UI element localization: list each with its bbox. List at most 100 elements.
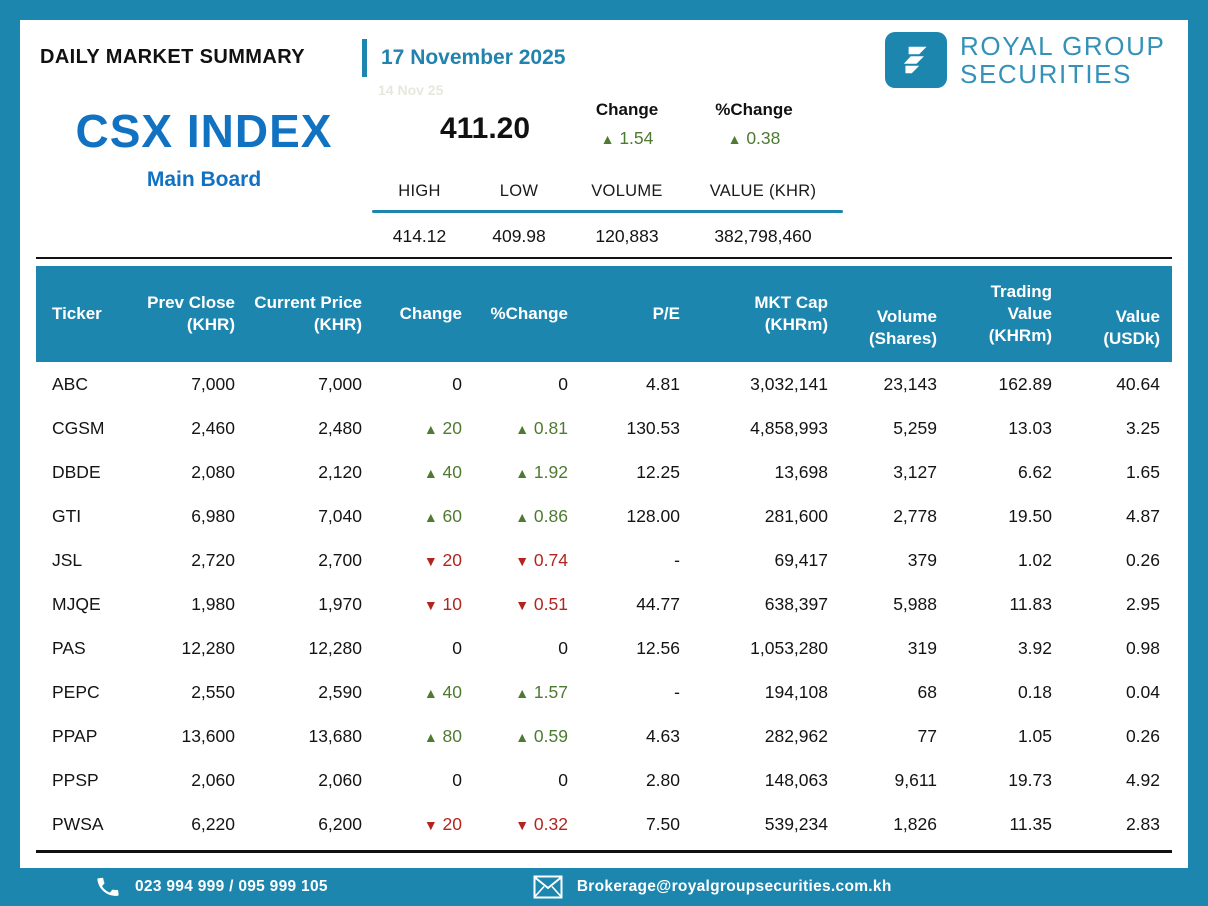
cell-prev_close: 2,720 — [191, 549, 235, 570]
cell-prev_close: 2,060 — [191, 769, 235, 790]
brand-name: ROYAL GROUP SECURITIES — [960, 32, 1165, 88]
cell-change: 0 — [452, 769, 462, 790]
cell-pct_change-number: 1.57 — [529, 681, 568, 702]
table-row: GTI 6,980 7,040 ▲ 60 ▲ 0.86 128.00 281,600 2,77… — [36, 494, 1172, 538]
cell-ticker: MJQE — [52, 593, 101, 614]
cell-change: ▼ 20 — [374, 538, 474, 582]
cell-pct_change-number: 0.86 — [529, 505, 568, 526]
cell-current_price: 6,200 — [318, 813, 362, 834]
cell-volume: 1,826 — [893, 813, 937, 834]
cell-trading_value: 3.92 — [1017, 637, 1052, 658]
index-name: CSX INDEX — [75, 105, 333, 157]
brand-logo-icon — [885, 32, 947, 88]
footer-email-text: Brokerage@royalgroupsecurities.com.kh — [576, 878, 892, 895]
cell-ticker: PPSP — [52, 769, 99, 790]
index-change-number: 1.54 — [619, 128, 654, 148]
header-prev_close: Prev Close (KHR) — [122, 266, 247, 362]
cell-change: ▼ 20 — [374, 802, 474, 846]
cell-prev_close: 6,980 — [191, 505, 235, 526]
cell-prev_close: 1,980 — [191, 593, 235, 614]
cell-current_price: 13,680 — [308, 725, 362, 746]
table-top-divider — [36, 257, 1172, 259]
cell-pe: 7.50 — [645, 813, 680, 834]
cell-change-number: 20 — [437, 813, 462, 834]
page-title: DAILY MARKET SUMMARY — [40, 46, 306, 68]
cell-ticker: PPAP — [52, 725, 98, 746]
header-current_price: Current Price (KHR) — [247, 266, 374, 362]
cell-value_usdk: 4.87 — [1125, 505, 1160, 526]
table-row: PAS 12,280 12,280 0 0 12.56 1,053,280 319 3.92 0.… — [36, 626, 1172, 670]
date-accent-bar — [362, 39, 367, 77]
cell-pct_change: ▲ 0.86 — [474, 494, 580, 538]
cell-prev_close: 13,600 — [181, 725, 235, 746]
cell-pct_change-number: 0.51 — [529, 593, 568, 614]
cell-prev_close: 2,460 — [191, 417, 235, 438]
cell-volume: 68 — [917, 681, 937, 702]
up-triangle-icon: ▲ — [423, 420, 438, 437]
cell-change: 0 — [452, 637, 462, 658]
table-row: CGSM 2,460 2,480 ▲ 20 ▲ 0.81 130.53 4,858,993 5… — [36, 406, 1172, 450]
up-triangle-icon: ▲ — [600, 131, 615, 147]
header-ticker: Ticker — [36, 266, 122, 362]
cell-current_price: 2,060 — [318, 769, 362, 790]
cell-change: ▲ 80 — [374, 714, 474, 758]
cell-mkt_cap: 13,698 — [774, 461, 828, 482]
cell-change-number: 40 — [437, 461, 462, 482]
cell-current_price: 2,590 — [318, 681, 362, 702]
cell-change-number: 60 — [437, 505, 462, 526]
cell-change: 0 — [452, 373, 462, 394]
cell-mkt_cap: 69,417 — [774, 549, 828, 570]
cell-change-number: 40 — [437, 681, 462, 702]
table-row: PWSA 6,220 6,200 ▼ 20 ▼ 0.32 7.50 539,234 1,826… — [36, 802, 1172, 846]
brand-name-line2: SECURITIES — [960, 59, 1133, 89]
envelope-icon — [533, 875, 563, 899]
cell-prev_close: 6,220 — [191, 813, 235, 834]
cell-current_price: 12,280 — [308, 637, 362, 658]
cell-trading_value: 11.35 — [1009, 813, 1053, 834]
cell-change: ▲ 20 — [374, 406, 474, 450]
table-body: ABC 7,000 7,000 0 0 4.81 3,032,141 23,143 162.89… — [36, 362, 1172, 846]
cell-volume: 3,127 — [893, 461, 937, 482]
table-row: PPSP 2,060 2,060 0 0 2.80 148,063 9,611 19.73 4.9… — [36, 758, 1172, 802]
brand-logo: ROYAL GROUP SECURITIES — [885, 32, 1165, 88]
index-pct-change-number: 0.38 — [746, 128, 781, 148]
stat-value-high: 414.12 — [392, 226, 447, 246]
cell-trading_value: 19.73 — [1008, 769, 1052, 790]
cell-pct_change-number: 0.74 — [529, 549, 568, 570]
cell-pct_change: ▲ 0.59 — [474, 714, 580, 758]
index-stats: HIGH LOW VOLUME VALUE (KHR) 414.12 409.9… — [372, 182, 843, 247]
prior-date-watermark: 14 Nov 25 — [378, 82, 444, 98]
cell-trading_value: 162.89 — [998, 373, 1052, 394]
up-triangle-icon: ▲ — [515, 684, 530, 701]
cell-value_usdk: 0.98 — [1125, 637, 1160, 658]
cell-current_price: 2,120 — [318, 461, 362, 482]
cell-mkt_cap: 282,962 — [764, 725, 828, 746]
header-value_usdk: Value (USDk) — [1064, 266, 1172, 362]
cell-value_usdk: 0.26 — [1125, 725, 1160, 746]
cell-volume: 23,143 — [883, 373, 937, 394]
index-change-value: ▲ 1.54 — [565, 128, 689, 149]
cell-prev_close: 2,550 — [191, 681, 235, 702]
header-pe: P/E — [580, 266, 692, 362]
down-triangle-icon: ▼ — [515, 596, 530, 613]
header-volume: Volume (Shares) — [840, 266, 949, 362]
cell-change: ▼ 10 — [374, 582, 474, 626]
cell-pct_change: ▲ 1.57 — [474, 670, 580, 714]
cell-change: ▲ 40 — [374, 670, 474, 714]
cell-current_price: 2,700 — [318, 549, 362, 570]
index-pct-change-label: %Change — [715, 100, 793, 119]
up-triangle-icon: ▲ — [515, 464, 530, 481]
cell-mkt_cap: 148,063 — [764, 769, 828, 790]
table-row: PPAP 13,600 13,680 ▲ 80 ▲ 0.59 4.63 282,962 77 1… — [36, 714, 1172, 758]
cell-change-number: 80 — [437, 725, 462, 746]
index-change-label: Change — [595, 100, 659, 119]
stat-label-volume: VOLUME — [591, 182, 663, 200]
header-change: Change — [374, 266, 474, 362]
cell-pe: - — [674, 549, 680, 570]
cell-pe: 130.53 — [626, 417, 680, 438]
down-triangle-icon: ▼ — [423, 816, 438, 833]
brand-name-line1: ROYAL GROUP — [960, 31, 1166, 61]
cell-current_price: 7,000 — [318, 373, 362, 394]
stat-label-value: VALUE (KHR) — [709, 182, 817, 200]
cell-pe: - — [674, 681, 680, 702]
